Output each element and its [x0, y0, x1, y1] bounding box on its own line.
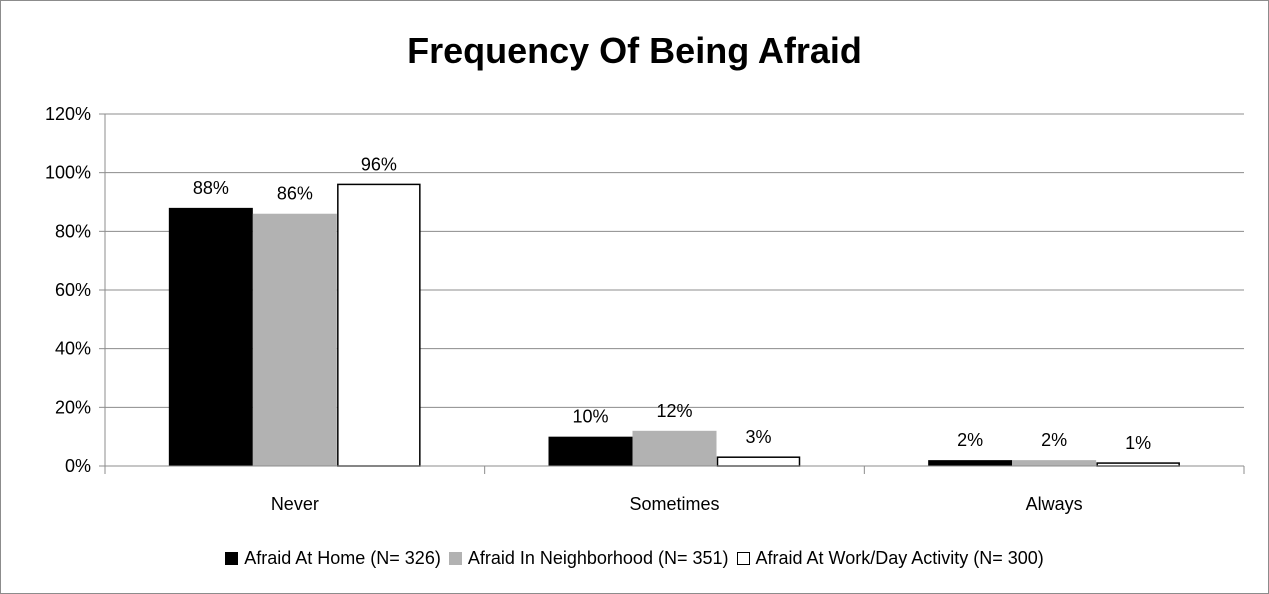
x-tick-label: Sometimes	[629, 494, 719, 514]
legend-item-neighborhood: Afraid In Neighborhood (N= 351)	[448, 548, 729, 569]
y-tick-label: 80%	[55, 221, 91, 241]
x-tick-label: Always	[1026, 494, 1083, 514]
data-label: 88%	[193, 178, 229, 198]
bar	[928, 460, 1013, 466]
bar	[716, 456, 801, 467]
data-label: 96%	[361, 154, 397, 174]
data-label: 3%	[745, 427, 771, 447]
legend-label-work: Afraid At Work/Day Activity (N= 300)	[755, 548, 1044, 568]
bar	[548, 436, 633, 466]
legend-swatch-home	[225, 552, 239, 565]
legend-item-home: Afraid At Home (N= 326)	[225, 548, 441, 569]
data-label: 2%	[957, 430, 983, 450]
y-tick-label: 20%	[55, 397, 91, 417]
y-tick-label: 120%	[45, 104, 91, 124]
y-tick-label: 100%	[45, 163, 91, 183]
legend-swatch-work	[736, 552, 750, 565]
bar	[632, 430, 717, 466]
data-label: 12%	[656, 401, 692, 421]
y-tick-label: 60%	[55, 280, 91, 300]
data-label: 10%	[572, 407, 608, 427]
legend: Afraid At Home (N= 326) Afraid In Neighb…	[0, 548, 1269, 569]
y-tick-label: 0%	[65, 456, 91, 476]
legend-item-work: Afraid At Work/Day Activity (N= 300)	[736, 548, 1044, 569]
bar	[252, 213, 337, 466]
legend-swatch-neighborhood	[448, 552, 462, 565]
legend-label-neighborhood: Afraid In Neighborhood (N= 351)	[467, 548, 729, 568]
bar	[168, 207, 253, 466]
legend-label-home: Afraid At Home (N= 326)	[244, 548, 441, 568]
bar	[337, 183, 421, 467]
data-label: 1%	[1125, 433, 1151, 453]
data-label: 2%	[1041, 430, 1067, 450]
bar	[1012, 460, 1097, 466]
y-tick-label: 40%	[55, 339, 91, 359]
data-label: 86%	[277, 184, 313, 204]
chart-title: Frequency Of Being Afraid	[407, 30, 862, 71]
x-tick-label: Never	[271, 494, 319, 514]
